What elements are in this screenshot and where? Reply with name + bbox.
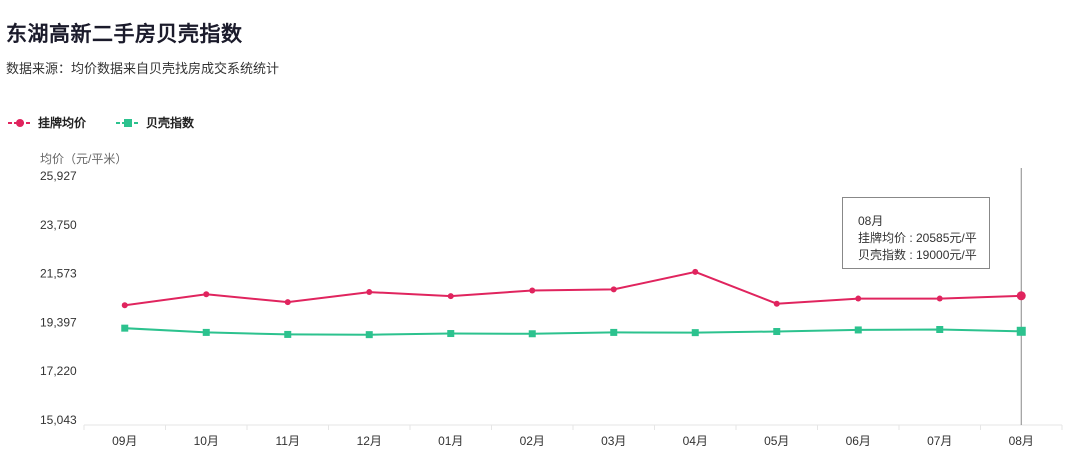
x-tick-label: 07月 xyxy=(927,434,952,448)
series-line xyxy=(124,270,1022,307)
x-tick-label: 10月 xyxy=(194,434,219,448)
data-point xyxy=(447,293,454,300)
x-tick-label: 06月 xyxy=(846,434,871,448)
data-point xyxy=(529,287,536,294)
data-point xyxy=(528,330,536,338)
data-point xyxy=(1016,291,1026,301)
data-point xyxy=(1016,326,1026,336)
data-point xyxy=(365,331,373,339)
data-point xyxy=(854,326,862,334)
square-marker-icon xyxy=(116,118,141,127)
tooltip: 08月 挂牌均价 : 20585元/平 贝壳指数 : 19000元/平 xyxy=(842,197,990,269)
data-point xyxy=(284,299,291,306)
legend-item-listing-price[interactable]: 挂牌均价 xyxy=(8,114,86,131)
x-tick-label: 01月 xyxy=(438,434,463,448)
chart-title: 东湖高新二手房贝壳指数 xyxy=(6,23,243,46)
x-tick-label: 05月 xyxy=(764,434,789,448)
data-point xyxy=(202,328,210,336)
tooltip-month: 08月 xyxy=(858,214,884,228)
x-tick-label: 11月 xyxy=(276,434,300,448)
legend-item-beike-index[interactable]: 贝壳指数 xyxy=(116,114,194,131)
y-tick-label: 17,220 xyxy=(40,364,77,378)
y-tick-label: 25,927 xyxy=(40,169,77,183)
legend-label: 贝壳指数 xyxy=(146,116,195,130)
data-point xyxy=(691,329,699,337)
series-line xyxy=(124,327,1022,336)
x-tick-label: 04月 xyxy=(683,434,708,448)
data-point xyxy=(773,328,781,336)
y-tick-label: 21,573 xyxy=(40,267,77,281)
data-point xyxy=(121,324,129,332)
circle-marker-icon xyxy=(8,118,32,127)
y-axis-unit-label: 均价（元/平米） xyxy=(40,152,128,166)
data-point xyxy=(610,328,618,336)
data-point xyxy=(855,295,862,302)
x-tick-label: 02月 xyxy=(520,434,545,448)
y-tick-label: 23,750 xyxy=(40,218,77,232)
tooltip-beike-index: 贝壳指数 : 19000元/平 xyxy=(858,248,977,262)
data-point xyxy=(121,302,128,309)
data-point xyxy=(284,330,292,338)
chart-subtitle: 数据来源：均价数据来自贝壳找房成交系统统计 xyxy=(6,61,280,76)
data-point xyxy=(692,268,699,275)
x-tick-label: 12月 xyxy=(357,434,382,448)
y-tick-label: 19,397 xyxy=(40,315,77,329)
data-point xyxy=(447,330,455,338)
data-point xyxy=(366,289,373,296)
legend-label: 挂牌均价 xyxy=(38,116,87,130)
x-tick-label: 09月 xyxy=(112,434,137,448)
data-point xyxy=(773,300,780,307)
y-tick-label: 15,043 xyxy=(40,413,77,427)
data-point xyxy=(203,291,210,298)
x-tick-label: 03月 xyxy=(601,434,626,448)
data-point xyxy=(610,286,617,293)
data-point xyxy=(936,325,944,333)
tooltip-listing-price: 挂牌均价 : 20585元/平 xyxy=(858,231,977,245)
legend: 挂牌均价 贝壳指数 xyxy=(8,114,194,131)
data-point xyxy=(936,295,943,302)
x-tick-label: 08月 xyxy=(1009,434,1034,448)
